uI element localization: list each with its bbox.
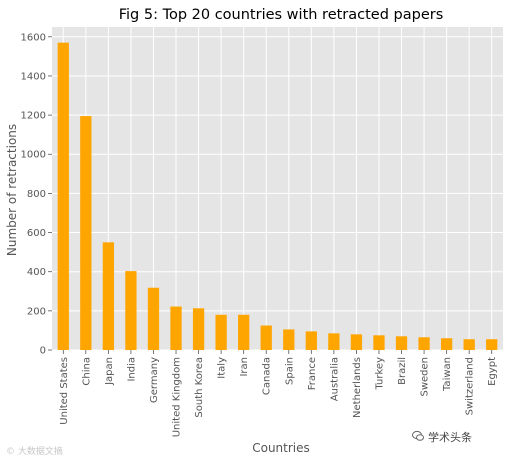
x-tick-label: Japan bbox=[104, 357, 115, 386]
bar-turkey bbox=[373, 335, 385, 350]
bar-italy bbox=[215, 314, 227, 350]
chart-title: Fig 5: Top 20 countries with retracted p… bbox=[119, 7, 444, 23]
bar-spain bbox=[283, 329, 295, 350]
x-tick-label: Germany bbox=[149, 357, 160, 403]
y-tick-label: 400 bbox=[27, 267, 46, 278]
y-tick-label: 600 bbox=[27, 228, 46, 239]
x-tick-label: Switzerland bbox=[465, 357, 476, 415]
x-tick-label: Spain bbox=[284, 357, 295, 385]
x-tick-label: China bbox=[81, 357, 92, 386]
y-tick-label: 0 bbox=[40, 346, 46, 357]
bar-sweden bbox=[418, 337, 430, 350]
x-tick-label: Brazil bbox=[397, 357, 408, 385]
bar-united-states bbox=[57, 42, 69, 350]
y-tick-label: 1000 bbox=[21, 150, 46, 161]
x-tick-label: Netherlands bbox=[352, 357, 363, 418]
x-tick-label: Iran bbox=[239, 357, 250, 377]
bar-switzerland bbox=[463, 339, 475, 350]
x-tick-label: United States bbox=[59, 357, 70, 425]
bar-canada bbox=[260, 325, 272, 350]
x-tick-label: Egypt bbox=[487, 357, 498, 386]
bar-germany bbox=[147, 287, 160, 350]
wechat-icon bbox=[412, 430, 424, 441]
x-tick-label: Australia bbox=[329, 357, 340, 401]
bar-netherlands bbox=[350, 334, 363, 350]
bar-japan bbox=[102, 242, 115, 350]
bar-united-kingdom bbox=[170, 306, 182, 350]
y-tick-label: 200 bbox=[27, 306, 46, 317]
bar-taiwan bbox=[440, 338, 453, 350]
y-axis-label: Number of retractions bbox=[5, 124, 19, 256]
y-tick-label: 1200 bbox=[21, 111, 46, 122]
x-tick-label: Turkey bbox=[374, 357, 385, 391]
bar-south-korea bbox=[192, 308, 205, 350]
x-tick-label: United Kingdom bbox=[172, 357, 183, 437]
bar-brazil bbox=[395, 336, 408, 350]
bar-australia bbox=[328, 333, 340, 350]
bar-china bbox=[80, 116, 92, 350]
y-tick-label: 800 bbox=[27, 189, 46, 200]
x-tick-label: Sweden bbox=[420, 357, 431, 397]
y-tick-label: 1400 bbox=[21, 71, 46, 82]
x-tick-label: Taiwan bbox=[442, 357, 453, 392]
x-tick-label: South Korea bbox=[194, 357, 205, 418]
bar-india bbox=[125, 271, 137, 350]
x-axis-ticks: United States China Japan India Germany Unite… bbox=[59, 350, 498, 437]
x-tick-label: France bbox=[307, 357, 318, 390]
bar-iran bbox=[238, 314, 250, 350]
x-tick-label: India bbox=[126, 357, 137, 382]
x-axis-label: Countries bbox=[252, 441, 310, 455]
watermark-right: 学术头条 bbox=[428, 431, 472, 444]
bar-france bbox=[305, 331, 317, 350]
y-tick-label: 1600 bbox=[21, 32, 46, 43]
bar-egypt bbox=[486, 339, 498, 350]
y-axis-ticks: 0 200 400 600 800 1000 1200 1400 1600 bbox=[21, 32, 52, 357]
x-tick-label: Canada bbox=[262, 357, 273, 395]
bars bbox=[57, 42, 498, 350]
x-tick-label: Italy bbox=[217, 357, 228, 379]
watermark-left: © 大数据文摘 bbox=[6, 447, 63, 457]
